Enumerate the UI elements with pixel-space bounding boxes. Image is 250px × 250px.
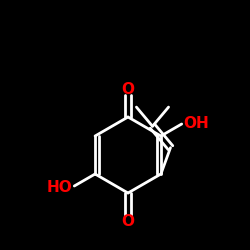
Text: O: O	[122, 82, 134, 96]
Text: O: O	[122, 214, 134, 228]
Text: OH: OH	[184, 116, 210, 130]
Text: HO: HO	[46, 180, 72, 194]
